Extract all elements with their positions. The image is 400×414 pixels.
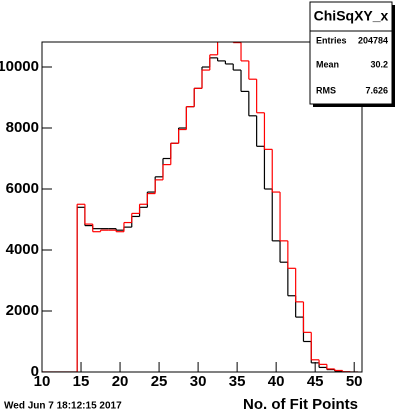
stats-label: Mean — [316, 59, 339, 69]
y-tick-label: 6000 — [6, 180, 39, 197]
stats-value: 7.626 — [365, 85, 388, 95]
y-tick-label: 8000 — [6, 119, 39, 136]
stats-value: 30.2 — [370, 59, 388, 69]
frame — [41, 41, 363, 373]
x-axis-title: No. of Fit Points — [243, 396, 358, 413]
x-tick-label: 25 — [151, 373, 168, 390]
y-tick-label: 10000 — [0, 58, 39, 75]
stats-label: RMS — [316, 85, 336, 95]
stats-title: ChiSqXY_x — [314, 8, 389, 24]
axes: 10 15 20 25 30 35 40 45 50 0 2000 4000 6000 8000 10000 — [0, 58, 363, 390]
x-tick-label: 40 — [268, 373, 285, 390]
stats-label: Entries — [316, 35, 347, 45]
y-tick-label: 2000 — [6, 302, 39, 319]
x-tick-label: 20 — [112, 373, 129, 390]
stats-box — [309, 1, 393, 105]
x-tick-label: 10 — [34, 373, 51, 390]
x-tick-label: 35 — [229, 373, 246, 390]
timestamp: Wed Jun 7 18:12:15 2017 — [4, 401, 122, 412]
stats-value: 204784 — [358, 35, 388, 45]
y-tick-label: 4000 — [6, 241, 39, 258]
histogram-series — [42, 42, 359, 372]
stats-rows: Entries 204784 Mean 30.2 RMS 7.626 — [316, 35, 388, 95]
x-tick-label: 30 — [190, 373, 207, 390]
x-tick-label: 45 — [307, 373, 324, 390]
y-tick-label: 0 — [31, 363, 39, 380]
x-tick-label: 15 — [73, 373, 90, 390]
x-tick-label: 50 — [346, 373, 363, 390]
plot-area — [42, 42, 359, 372]
